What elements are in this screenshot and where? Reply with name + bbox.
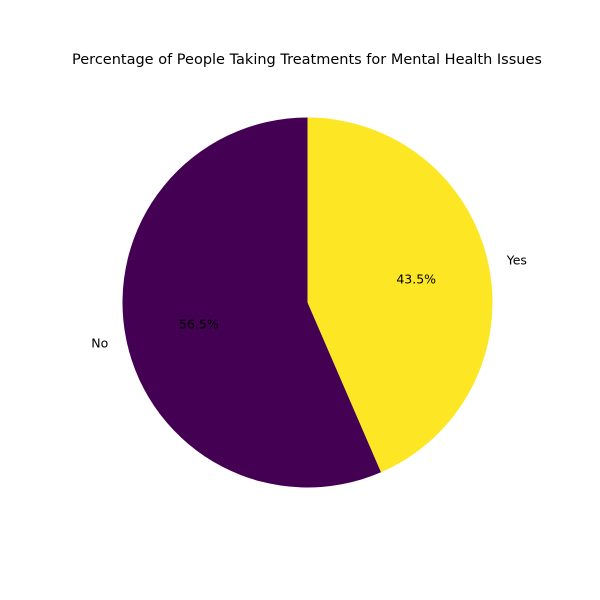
pie-labels: Yes 43.5% No 56.5% [91,253,527,351]
slice-label-yes: Yes [506,253,527,268]
slice-label-no: No [91,335,108,350]
pie-slice-yes [307,117,493,473]
pie-slice-no [122,117,381,488]
pie-slices [122,117,493,488]
slice-percent-no: 56.5% [179,317,219,332]
chart-title: Percentage of People Taking Treatments f… [72,52,542,68]
slice-percent-yes: 43.5% [396,271,436,286]
